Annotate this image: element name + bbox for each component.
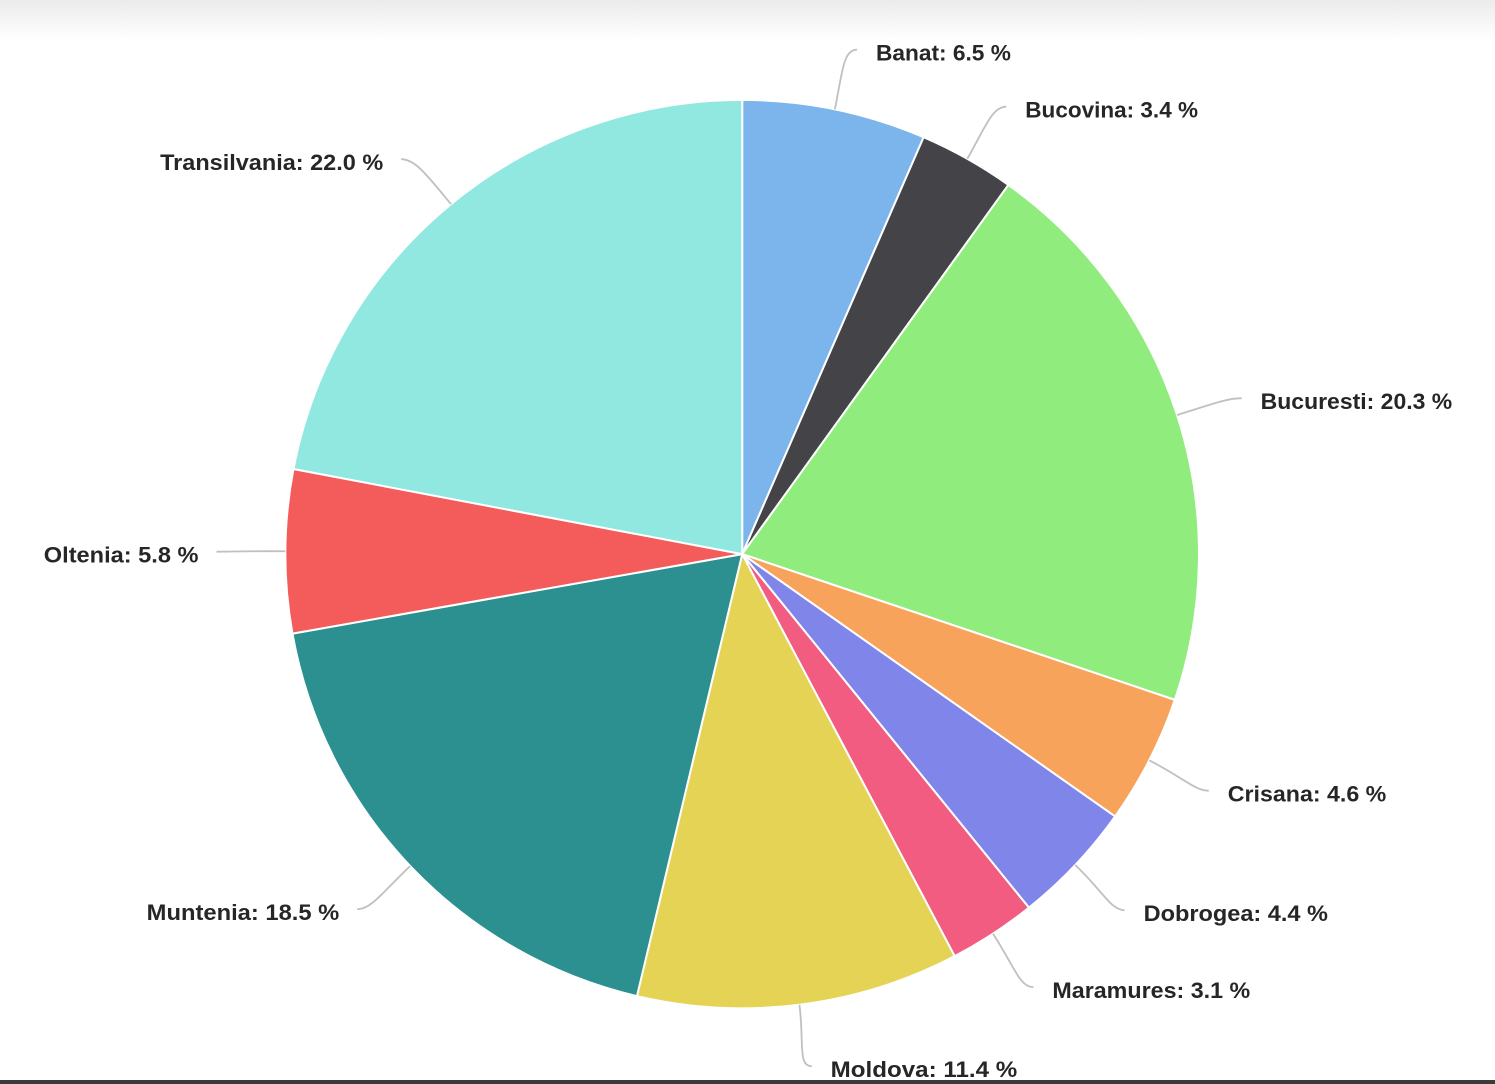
svg-text:Muntenia: 18.5 %: Muntenia: 18.5 % [147, 900, 340, 925]
svg-text:Bucuresti: 20.3 %: Bucuresti: 20.3 % [1261, 389, 1453, 414]
svg-text:Moldova: 11.4 %: Moldova: 11.4 % [831, 1057, 1018, 1082]
svg-text:Crisana: 4.6 %: Crisana: 4.6 % [1228, 782, 1387, 807]
svg-text:Maramures: 3.1 %: Maramures: 3.1 % [1052, 978, 1250, 1003]
svg-text:Banat: 6.5 %: Banat: 6.5 % [876, 41, 1011, 66]
svg-text:Bucovina: 3.4 %: Bucovina: 3.4 % [1025, 98, 1198, 123]
svg-text:Transilvania: 22.0 %: Transilvania: 22.0 % [160, 150, 383, 175]
svg-text:Dobrogea: 4.4 %: Dobrogea: 4.4 % [1144, 901, 1328, 926]
svg-text:Oltenia: 5.8 %: Oltenia: 5.8 % [44, 543, 199, 568]
